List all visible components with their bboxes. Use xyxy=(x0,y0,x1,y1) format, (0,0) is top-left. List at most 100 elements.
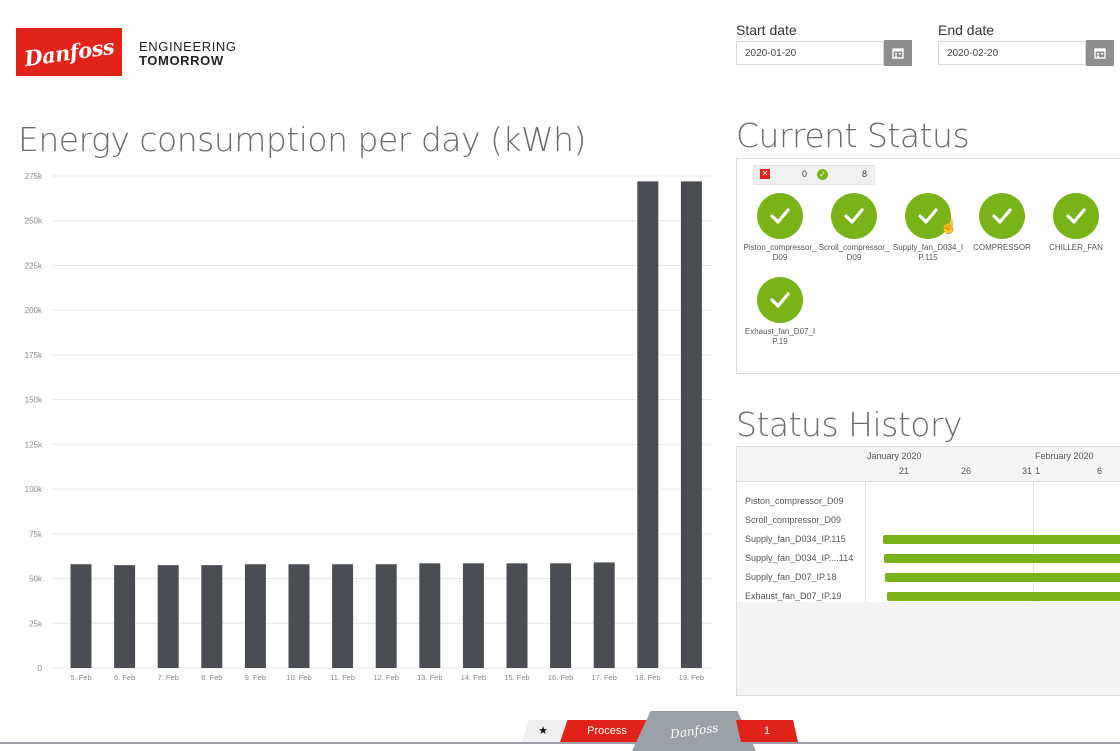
device-status-tile[interactable]: Scroll_compressor_D09 xyxy=(817,193,891,263)
calendar-icon xyxy=(1094,48,1106,59)
check-icon xyxy=(831,193,877,239)
x-tick-label: 16. Feb xyxy=(548,673,573,682)
status-summary-bar: ✕ 0 ✓ 8 xyxy=(753,165,875,185)
y-tick-label: 75k xyxy=(29,530,43,539)
device-name: COMPRESSOR xyxy=(973,243,1031,252)
device-status-tile[interactable]: COMPRESSOR xyxy=(965,193,1039,253)
chart-bar[interactable] xyxy=(637,181,659,668)
logo-text: Danfoss xyxy=(22,33,116,71)
day-label: 1 xyxy=(1035,466,1041,476)
x-tick-label: 12. Feb xyxy=(373,673,398,682)
tagline-line2: TOMORROW xyxy=(139,53,224,68)
device-status-tile[interactable]: Exhaust_fan_D07_IP.19 xyxy=(743,277,817,347)
device-status-tile[interactable]: Piston_compressor_D09 xyxy=(743,193,817,263)
y-tick-label: 250k xyxy=(25,217,43,226)
device-name: Piston_compressor_D09 xyxy=(743,243,817,262)
hand-cursor-icon: ☝ xyxy=(940,218,958,234)
chart-bar[interactable] xyxy=(114,565,136,668)
chart-bar[interactable] xyxy=(244,564,266,668)
history-ok-bar[interactable] xyxy=(883,535,1120,544)
day-label: 6 xyxy=(1097,466,1103,476)
calendar-icon xyxy=(892,48,904,59)
error-count: 0 xyxy=(802,169,808,179)
month-label: February 2020 xyxy=(1035,451,1094,461)
day-label: 26 xyxy=(961,466,972,476)
chart-bar[interactable] xyxy=(550,563,572,668)
check-icon xyxy=(757,193,803,239)
x-tick-label: 14. Feb xyxy=(461,673,486,682)
history-row-label: Supply_fan_D034_IP.115 xyxy=(745,534,846,544)
x-tick-label: 9. Feb xyxy=(245,673,266,682)
x-tick-label: 17. Feb xyxy=(591,673,616,682)
y-tick-label: 25k xyxy=(29,619,43,628)
start-date-input[interactable]: 2020-01-20 xyxy=(736,41,884,65)
chart-bar[interactable] xyxy=(506,563,528,668)
ok-icon[interactable]: ✓ xyxy=(817,169,828,180)
history-ok-bar[interactable] xyxy=(886,592,1120,601)
y-tick-label: 0 xyxy=(38,664,43,673)
chart-bar[interactable] xyxy=(201,565,223,668)
history-ok-bar[interactable] xyxy=(885,573,1120,582)
y-tick-label: 275k xyxy=(25,172,43,181)
device-status-tile[interactable]: Supply_fan_D034_IP.115 xyxy=(891,193,965,263)
bottom-navigation: ★ Process Danfoss 1 xyxy=(0,709,1120,751)
day-label: 31 xyxy=(1022,466,1033,476)
x-tick-label: 5. Feb xyxy=(70,673,91,682)
y-tick-label: 50k xyxy=(29,575,43,584)
history-row-label: Supply_fan_D07_IP.18 xyxy=(745,572,837,582)
chart-bar[interactable] xyxy=(593,562,615,668)
device-name: Supply_fan_D034_IP.115 xyxy=(892,243,964,262)
end-date-label: End date xyxy=(938,22,995,38)
y-tick-label: 150k xyxy=(25,396,43,405)
chart-bar[interactable] xyxy=(70,564,92,668)
page-tab[interactable]: 1 xyxy=(736,720,798,742)
start-date-calendar-button[interactable] xyxy=(884,40,912,66)
x-tick-label: 10. Feb xyxy=(286,673,311,682)
chart-bar[interactable] xyxy=(332,564,354,668)
chart-bar[interactable] xyxy=(419,563,441,668)
x-tick-label: 19. Feb xyxy=(679,673,704,682)
process-tab[interactable]: Process xyxy=(560,720,654,742)
x-tick-label: 13. Feb xyxy=(417,673,442,682)
month-label: January 2020 xyxy=(867,451,922,461)
history-row-label: Piston_compressor_D09 xyxy=(745,496,844,506)
status-history-panel: January 2020 February 2020 21 26 31 1 6 … xyxy=(736,446,1120,696)
favorites-tab[interactable]: ★ xyxy=(522,720,564,742)
start-date-label: Start date xyxy=(736,22,797,38)
x-tick-label: 8. Feb xyxy=(201,673,222,682)
status-history-title: Status History xyxy=(736,405,963,444)
y-tick-label: 225k xyxy=(25,261,43,270)
danfoss-logo[interactable]: Danfoss xyxy=(16,28,122,76)
x-tick-label: 7. Feb xyxy=(158,673,179,682)
day-label: 21 xyxy=(899,466,910,476)
check-icon xyxy=(1053,193,1099,239)
end-date-input[interactable]: 2020-02-20 xyxy=(938,41,1086,65)
history-ok-bar[interactable] xyxy=(884,554,1120,563)
chart-bar[interactable] xyxy=(462,563,484,668)
energy-chart-title: Energy consumption per day (kWh) xyxy=(18,120,586,159)
end-date-calendar-button[interactable] xyxy=(1086,40,1114,66)
x-tick-label: 6. Feb xyxy=(114,673,135,682)
x-tick-label: 18. Feb xyxy=(635,673,660,682)
energy-bar-chart: 0 25k 50k 75k 100k 125k 150k 175k 200k 225k 250k 27… xyxy=(25,172,712,682)
history-row-label: Scroll_compressor_D09 xyxy=(745,515,842,525)
device-name: Scroll_compressor_D09 xyxy=(818,243,890,262)
check-icon xyxy=(757,277,803,323)
y-tick-label: 175k xyxy=(25,351,43,360)
chart-bar[interactable] xyxy=(157,565,179,668)
chart-bar[interactable] xyxy=(288,564,310,668)
device-status-tile[interactable]: CHILLER_FAN xyxy=(1039,193,1113,253)
chart-bar[interactable] xyxy=(680,181,702,668)
history-row-label: Supply_fan_D034_IP....114 xyxy=(745,553,854,563)
current-status-panel: ✕ 0 ✓ 8 Piston_compressor_D09 Scroll_comp… xyxy=(736,158,1120,374)
error-icon[interactable]: ✕ xyxy=(760,169,770,179)
tagline-line1: ENGINEERING xyxy=(139,39,237,54)
tagline: ENGINEERING TOMORROW xyxy=(139,40,237,68)
device-name: Exhaust_fan_D07_IP.19 xyxy=(744,327,816,346)
timeline-header: January 2020 February 2020 21 26 31 1 6 xyxy=(737,447,1120,482)
x-tick-label: 15. Feb xyxy=(504,673,529,682)
device-name: CHILLER_FAN xyxy=(1049,243,1103,252)
check-icon xyxy=(905,193,951,239)
home-logo-tab[interactable]: Danfoss xyxy=(632,711,756,751)
chart-bar[interactable] xyxy=(375,564,397,668)
